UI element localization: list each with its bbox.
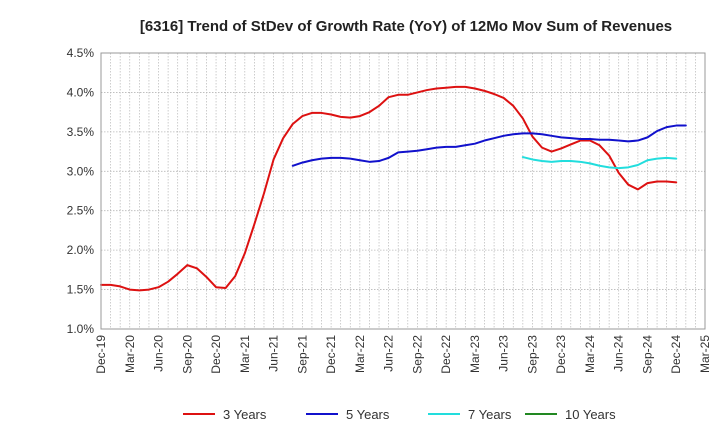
x-tick-label: Mar-23 xyxy=(468,335,482,373)
x-tick-label: Mar-21 xyxy=(238,335,252,373)
x-tick-label: Dec-21 xyxy=(324,335,338,374)
series-line-5-years xyxy=(291,124,687,167)
x-tick-label: Dec-24 xyxy=(669,335,683,374)
x-tick-label: Jun-22 xyxy=(382,335,396,372)
y-tick-label: 3.0% xyxy=(67,164,95,178)
x-tick-label: Sep-24 xyxy=(640,335,654,374)
legend-label: 5 Years xyxy=(346,407,390,422)
x-tick-label: Jun-23 xyxy=(497,335,511,372)
x-tick-label: Dec-19 xyxy=(94,335,108,374)
legend: 3 Years 5 Years 7 Years 10 Years xyxy=(183,407,616,422)
x-tick-label: Mar-25 xyxy=(698,335,712,373)
x-axis-ticks: Dec-19 Mar-20 Jun-20 Sep-20 Dec-20 Mar-21 Jun-… xyxy=(94,335,712,374)
y-tick-label: 1.5% xyxy=(67,283,95,297)
series-line-3-years xyxy=(100,85,678,292)
y-tick-label: 2.5% xyxy=(67,204,95,218)
x-tick-label: Sep-21 xyxy=(295,335,309,374)
y-axis-ticks: 1.0% 1.5% 2.0% 2.5% 3.0% 3.5% 4.0% 4.5% xyxy=(67,46,95,336)
x-tick-label: Dec-20 xyxy=(209,335,223,374)
plot-frame xyxy=(100,52,706,330)
x-tick-label: Jun-20 xyxy=(152,335,166,372)
y-tick-label: 3.5% xyxy=(67,125,95,139)
x-tick-label: Jun-21 xyxy=(267,335,281,372)
y-tick-label: 1.0% xyxy=(67,322,95,336)
x-tick-label: Mar-24 xyxy=(583,335,597,373)
chart-title: [6316] Trend of StDev of Growth Rate (Yo… xyxy=(140,18,672,35)
y-tick-label: 4.5% xyxy=(67,46,95,60)
y-tick-label: 4.0% xyxy=(67,85,95,99)
x-tick-label: Jun-24 xyxy=(612,335,626,372)
series-layer xyxy=(100,85,687,292)
legend-label: 10 Years xyxy=(565,407,616,422)
x-tick-label: Dec-23 xyxy=(554,335,568,374)
series-line-7-years xyxy=(521,156,678,170)
x-tick-label: Mar-20 xyxy=(123,335,137,373)
y-tick-label: 2.0% xyxy=(67,243,95,257)
x-tick-label: Sep-22 xyxy=(410,335,424,374)
x-tick-label: Dec-22 xyxy=(439,335,453,374)
x-tick-label: Mar-22 xyxy=(353,335,367,373)
legend-label: 7 Years xyxy=(468,407,512,422)
x-tick-label: Sep-23 xyxy=(525,335,539,374)
x-tick-label: Sep-20 xyxy=(180,335,194,374)
legend-label: 3 Years xyxy=(223,407,267,422)
